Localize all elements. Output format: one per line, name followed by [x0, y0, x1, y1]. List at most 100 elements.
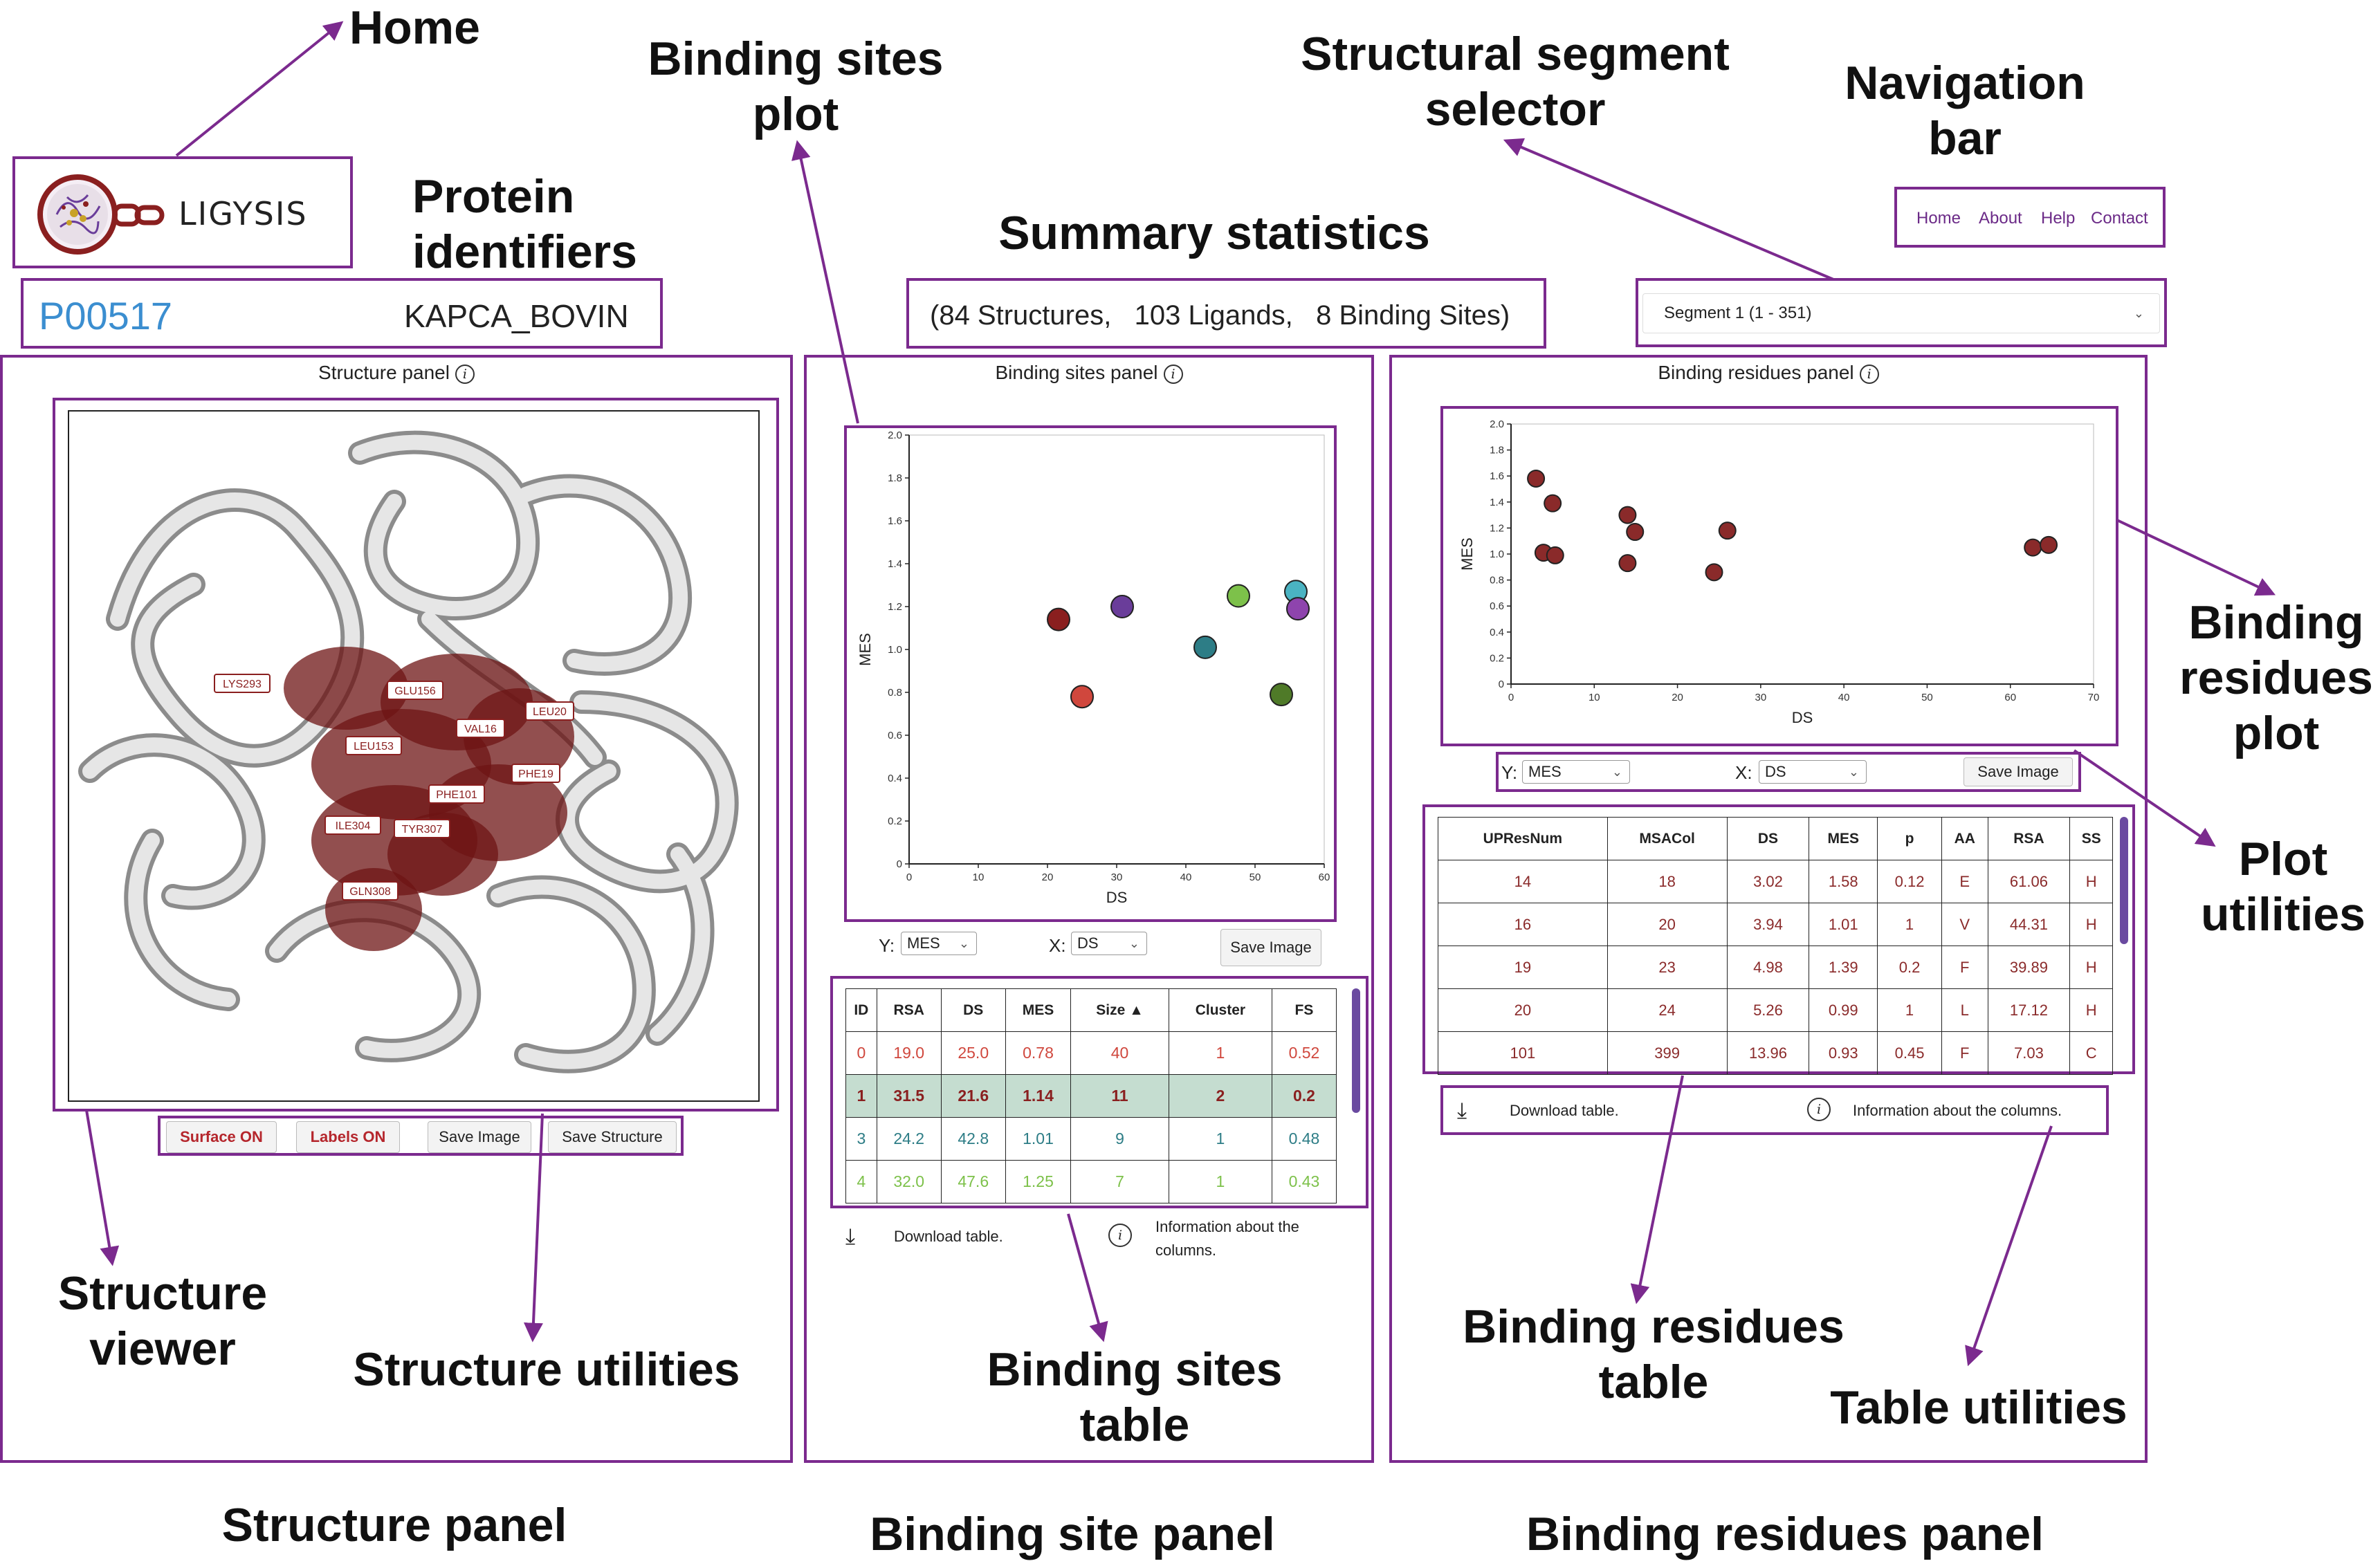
y-tick-label: 0.4 — [1490, 627, 1504, 638]
sites-save-image-button[interactable]: Save Image — [1220, 929, 1321, 966]
table-cell: L — [1941, 988, 1988, 1032]
table-cell: 23 — [1606, 946, 1728, 989]
column-header[interactable]: FS — [1271, 988, 1337, 1032]
residue-label-box — [456, 719, 505, 738]
surface-toggle-button[interactable]: Surface ON — [166, 1121, 277, 1153]
save-structure-button[interactable]: Save Structure — [548, 1121, 677, 1153]
table-row[interactable]: 101 399 13.96 0.93 0.45 F 7.03 C — [1438, 1031, 2113, 1075]
table-cell: 24.2 — [876, 1117, 942, 1161]
x-tick-label: 30 — [1111, 871, 1123, 883]
nav-about-link[interactable]: About — [1979, 209, 2022, 228]
table-row[interactable]: 20 24 5.26 0.99 1 L 17.12 H — [1438, 988, 2113, 1032]
chevron-down-icon: ⌄ — [1128, 937, 1139, 950]
info-icon[interactable]: i — [1163, 364, 1183, 384]
data-point — [1618, 506, 1637, 524]
chevron-down-icon: ⌄ — [1611, 765, 1622, 779]
table-row[interactable]: 16 20 3.94 1.01 1 V 44.31 H — [1438, 903, 2113, 946]
table-scrollbar[interactable] — [2120, 817, 2128, 944]
table-scrollbar[interactable] — [1352, 988, 1360, 1113]
sites-y-select[interactable]: MES ⌄ — [901, 932, 977, 955]
column-header[interactable]: Size ▲ — [1070, 988, 1169, 1032]
table-cell: 11 — [1070, 1074, 1169, 1118]
column-header[interactable]: AA — [1941, 817, 1988, 860]
sites-x-select[interactable]: DS ⌄ — [1071, 932, 1147, 955]
plot-frame — [908, 434, 1325, 865]
column-header[interactable]: p — [1877, 817, 1943, 860]
callout-structure-viewer: Structure viewer — [57, 1267, 268, 1375]
table-cell: H — [2069, 946, 2113, 989]
y-tick-label: 0 — [1499, 679, 1504, 690]
column-header[interactable]: MSACol — [1606, 817, 1728, 860]
table-cell: 39.89 — [1987, 946, 2071, 989]
download-icon[interactable]: ⤓ — [1457, 1098, 1467, 1123]
table-cell: H — [2069, 903, 2113, 946]
table-row[interactable]: 1 31.5 21.6 1.14 11 2 0.2 — [845, 1074, 1337, 1118]
res-save-image-button[interactable]: Save Image — [1964, 757, 2073, 786]
column-header[interactable]: RSA — [1987, 817, 2071, 860]
structure-viewer[interactable]: LYS293 GLU156 VAL16 LEU20 LEU153 PHE19 PHE101 I… — [68, 410, 760, 1102]
info-icon: i — [1108, 1224, 1132, 1247]
column-header[interactable]: DS — [940, 988, 1006, 1032]
table-cell: H — [2069, 860, 2113, 903]
residue-label-text: PHE19 — [518, 768, 553, 780]
sites-info-row[interactable]: i Information about the columns. — [1108, 1215, 1344, 1264]
binding-residues-table-box: UPResNum MSACol DS MES p AA RSA SS 14 18 3.02 1.58 0… — [1422, 804, 2135, 1075]
y-tick-label: 1.4 — [1490, 497, 1504, 508]
sites-x-value: DS — [1077, 934, 1099, 952]
table-row[interactable]: 4 32.0 47.6 1.25 7 1 0.43 — [845, 1160, 1337, 1203]
column-header[interactable]: RSA — [876, 988, 942, 1032]
nav-contact-link[interactable]: Contact — [2091, 209, 2148, 228]
table-row[interactable]: 19 23 4.98 1.39 0.2 F 39.89 H — [1438, 946, 2113, 989]
download-icon: ⤓ — [845, 1224, 856, 1248]
callout-navigation-bar: Navigation bar — [1844, 57, 2085, 165]
column-header[interactable]: MES — [1005, 988, 1072, 1032]
column-header[interactable]: MES — [1809, 817, 1878, 860]
info-icon[interactable]: i — [1859, 364, 1879, 384]
segment-select[interactable]: Segment 1 (1 - 351) ⌄ — [1642, 293, 2160, 333]
residue-label-text: GLU156 — [394, 685, 436, 697]
table-cell: 40 — [1070, 1031, 1169, 1075]
res-info-label[interactable]: Information about the columns. — [1853, 1102, 2062, 1119]
res-y-select[interactable]: MES ⌄ — [1522, 760, 1630, 784]
table-row[interactable]: 14 18 3.02 1.58 0.12 E 61.06 H — [1438, 860, 2113, 903]
x-tick-label: 0 — [1508, 692, 1514, 703]
nav-home-link[interactable]: Home — [1916, 209, 1961, 228]
residue-label-box — [342, 881, 399, 901]
binding-sites-plot[interactable]: 0 10 20 30 40 50 60 0 0.2 0.4 0.6 0.8 1.0 1.2 1.4 1.6 1.… — [847, 428, 1334, 919]
res-y-label: Y: — [1501, 762, 1518, 783]
residue-label-box — [394, 819, 450, 838]
uniprot-accession-link[interactable]: P00517 — [39, 294, 173, 338]
res-x-select[interactable]: DS ⌄ — [1759, 760, 1867, 784]
table-cell: 14 — [1438, 860, 1608, 903]
info-icon[interactable]: i — [1807, 1098, 1831, 1121]
column-header[interactable]: ID — [845, 988, 877, 1032]
column-header[interactable]: UPResNum — [1438, 817, 1608, 860]
column-header[interactable]: DS — [1726, 817, 1810, 860]
res-download-label[interactable]: Download table. — [1510, 1102, 1619, 1119]
table-cell: 101 — [1438, 1031, 1608, 1075]
table-row[interactable]: 3 24.2 42.8 1.01 9 1 0.48 — [845, 1117, 1337, 1161]
nav-help-link[interactable]: Help — [2041, 209, 2076, 228]
labels-toggle-button[interactable]: Labels ON — [296, 1121, 400, 1153]
info-icon[interactable]: i — [455, 364, 475, 384]
structure-viewer-box: LYS293 GLU156 VAL16 LEU20 LEU153 PHE19 PHE101 I… — [53, 398, 779, 1112]
binding-residues-plot[interactable]: 0 10 20 30 40 50 60 70 0 0.2 0.4 0.6 0.8 1.0 1.2 1.4 1.6… — [1443, 409, 2116, 744]
table-cell: 1.01 — [1809, 903, 1878, 946]
x-tick-label: 10 — [973, 871, 985, 883]
y-axis-label: MES — [857, 633, 874, 666]
table-cell: 61.06 — [1987, 860, 2071, 903]
table-row[interactable]: 0 19.0 25.0 0.78 40 1 0.52 — [845, 1031, 1337, 1075]
y-tick-label: 0.6 — [888, 730, 902, 741]
table-cell: 1 — [1877, 988, 1943, 1032]
table-cell: 0 — [845, 1031, 877, 1075]
chevron-down-icon: ⌄ — [958, 937, 969, 950]
column-header[interactable]: Cluster — [1168, 988, 1272, 1032]
column-header[interactable]: SS — [2069, 817, 2113, 860]
logo-box[interactable]: LIGYSIS — [12, 156, 353, 268]
callout-plot-utilities: Plot utilities — [2200, 833, 2366, 941]
sites-download-row[interactable]: ⤓ Download table. — [845, 1224, 1067, 1251]
save-image-button[interactable]: Save Image — [428, 1121, 531, 1153]
callout-home: Home — [349, 1, 480, 54]
x-tick-label: 10 — [1589, 692, 1600, 703]
structure-utilities: Surface ON Labels ON Save Image Save Str… — [158, 1116, 684, 1156]
